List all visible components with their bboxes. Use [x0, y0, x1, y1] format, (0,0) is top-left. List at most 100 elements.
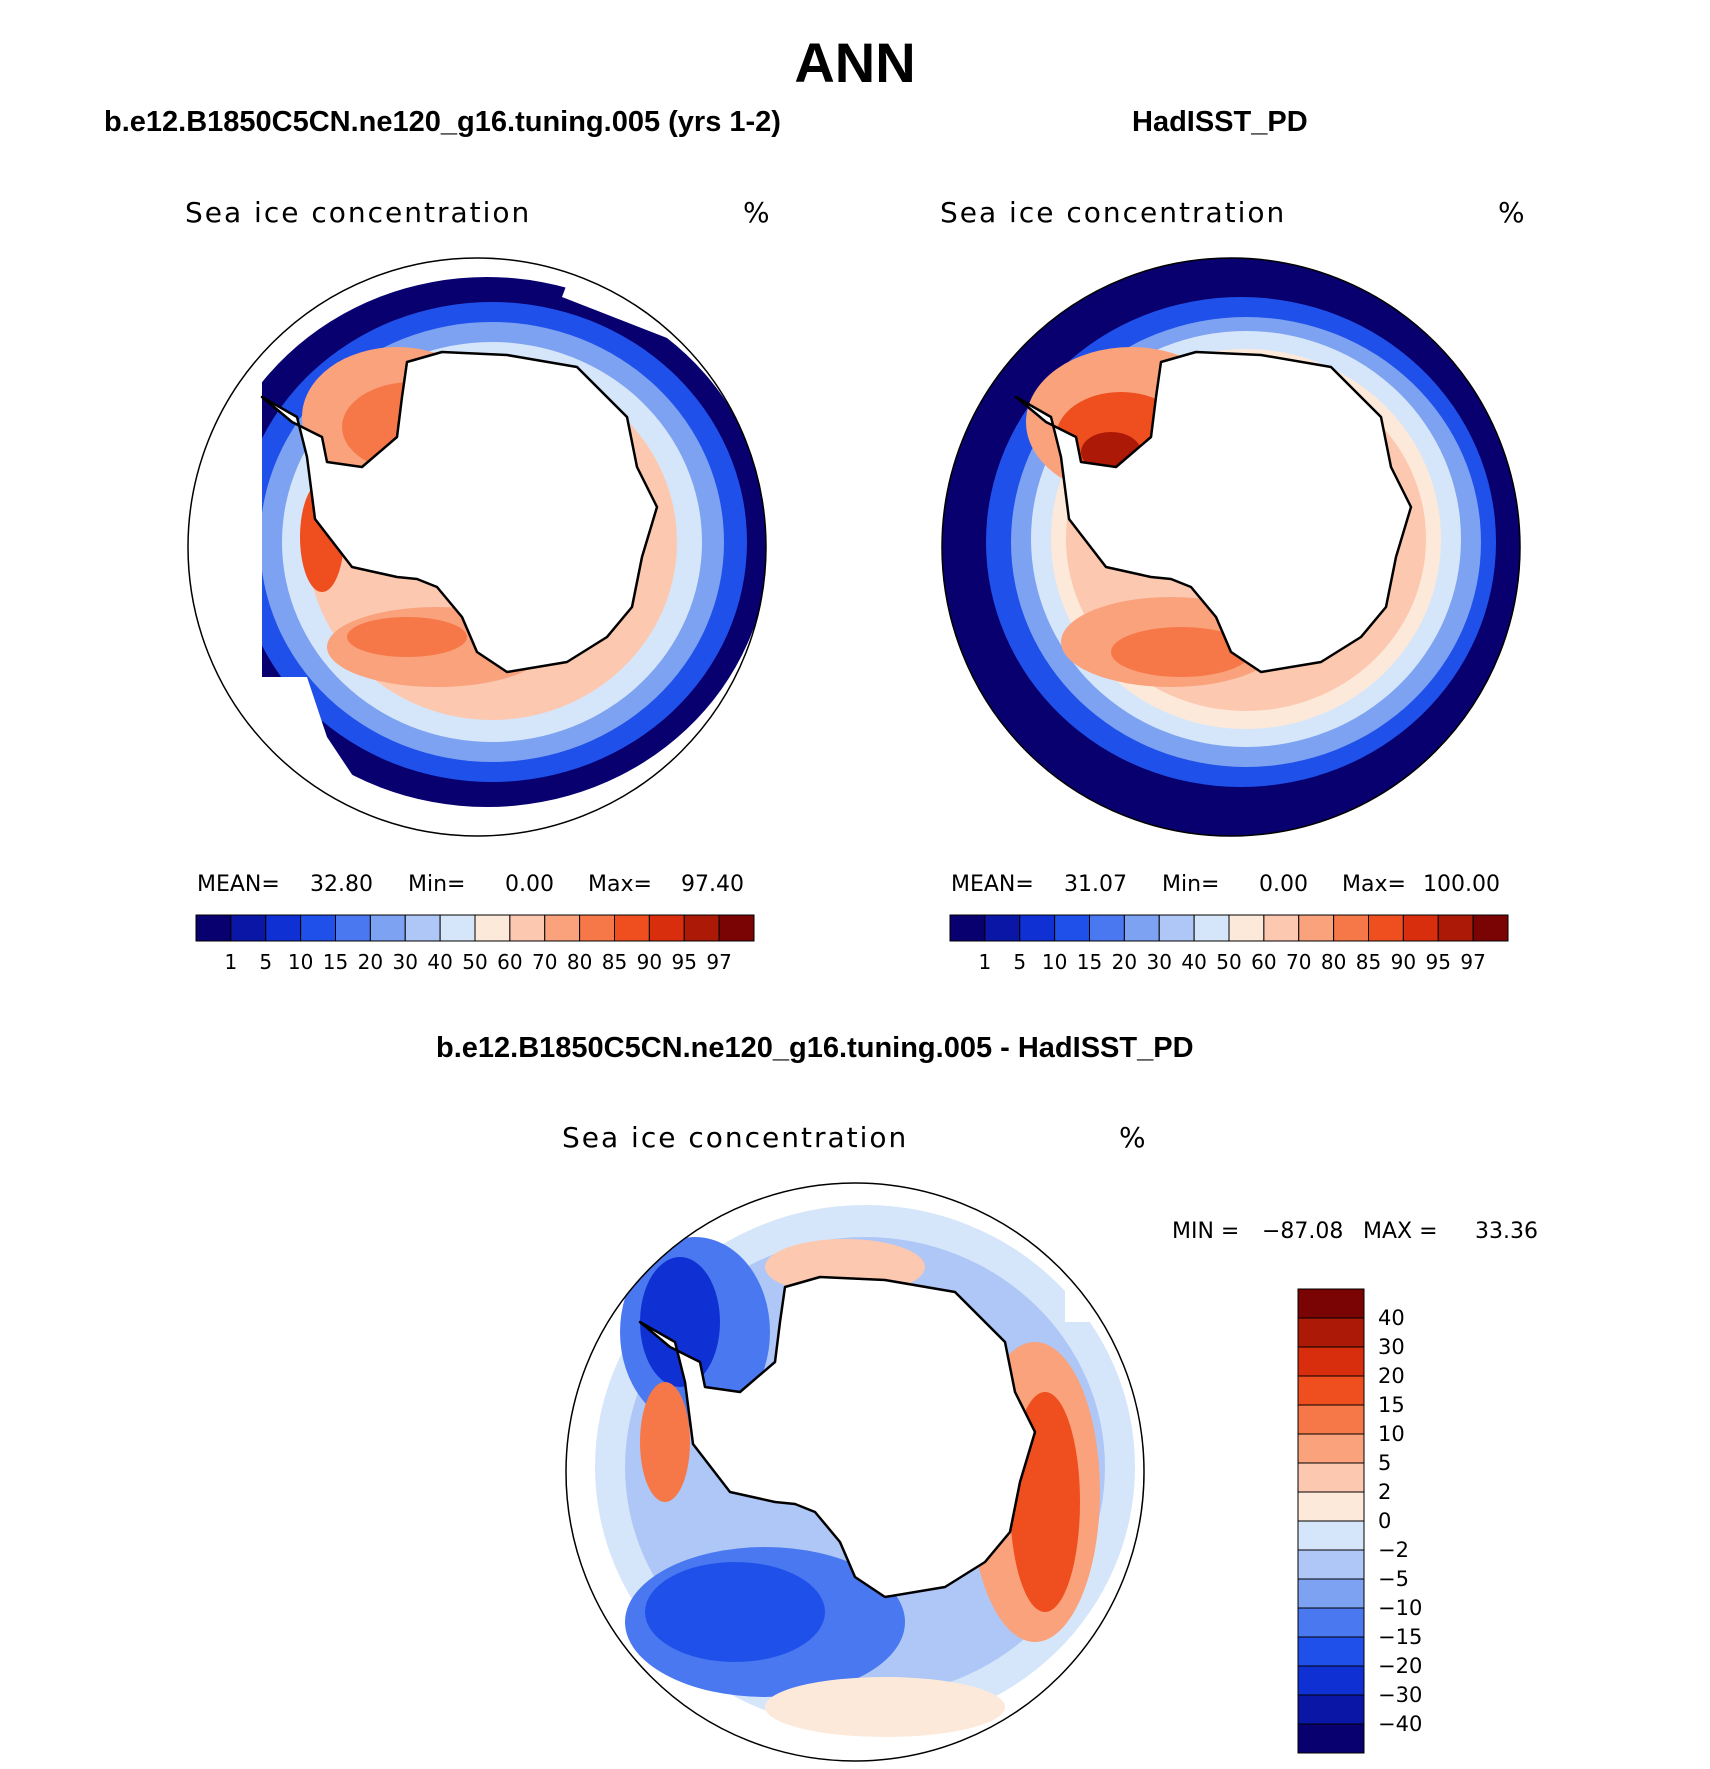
panel1-colorbar-swatch	[544, 914, 581, 942]
panel1-colorbar-swatch	[439, 914, 476, 942]
panel2-colorbar-tick-label: 80	[1321, 950, 1346, 974]
panel1-colorbar-swatch	[614, 914, 650, 942]
panel2-colorbar-swatch	[1089, 914, 1125, 942]
panel3-colorbar-tick-label: −40	[1378, 1712, 1422, 1736]
panel2-mean-label: MEAN=	[951, 872, 1034, 897]
panel2-colorbar-swatch	[1437, 914, 1474, 942]
panel2-colorbar-tick-label: 10	[1042, 950, 1067, 974]
panel3-max-label: MAX =	[1363, 1219, 1438, 1244]
panel1-min-value: 0.00	[505, 872, 554, 897]
panel3-colorbar-tick-label: 20	[1378, 1364, 1405, 1388]
panel2-colorbar-swatch	[1402, 914, 1439, 942]
panel3-colorbar-swatch	[1297, 1346, 1365, 1377]
panel2-colorbar-swatch	[1054, 914, 1090, 942]
panel3-variable-label: Sea ice concentration	[562, 1121, 909, 1154]
figure-title: ANN	[794, 31, 916, 94]
panel1-colorbar-tick-label: 50	[462, 950, 487, 974]
panel2-colorbar-swatch	[1368, 914, 1404, 942]
panel2-colorbar-tick-label: 40	[1181, 950, 1206, 974]
panel2-colorbar-swatch	[1228, 914, 1265, 942]
panel2-mean-value: 31.07	[1064, 872, 1127, 897]
panel3-title: b.e12.B1850C5CN.ne120_g16.tuning.005 - H…	[436, 1032, 1194, 1064]
panel3-colorbar-tick-label: 5	[1378, 1451, 1391, 1475]
panel1-colorbar-tick-label: 5	[259, 950, 272, 974]
panel3-colorbar-swatch	[1297, 1433, 1365, 1464]
antarctica-coastline	[260, 350, 659, 674]
panel3-colorbar-swatch	[1297, 1636, 1365, 1667]
panel3-colorbar-tick-label: 0	[1378, 1509, 1391, 1533]
panel3-colorbar-swatch	[1297, 1694, 1365, 1725]
panel1-colorbar-tick-label: 90	[637, 950, 662, 974]
panel1-units-label: %	[743, 196, 772, 229]
panel2-colorbar-tick-label: 50	[1216, 950, 1241, 974]
panel3-colorbar-tick-label: 30	[1378, 1335, 1405, 1359]
panel1-colorbar-swatch	[230, 914, 267, 942]
panel1-colorbar-tick-label: 80	[567, 950, 592, 974]
panel3-colorbar-swatch	[1297, 1317, 1365, 1348]
panel1-colorbar-tick-label: 20	[358, 950, 383, 974]
panel3-colorbar-tick-label: −15	[1378, 1625, 1422, 1649]
panel1-colorbar-tick-label: 10	[288, 950, 313, 974]
panel2-title: HadISST_PD	[1132, 106, 1308, 138]
south-near-zero	[765, 1677, 1005, 1737]
panel3-max-value: 33.36	[1475, 1219, 1538, 1244]
panel1-colorbar-swatch	[718, 914, 755, 942]
antarctica-coastline	[1014, 350, 1413, 674]
panel2-variable-label: Sea ice concentration	[940, 196, 1287, 229]
panel2-colorbar-swatch	[1333, 914, 1369, 942]
panel2-min-label: Min=	[1162, 872, 1220, 897]
panel1-colorbar-swatch	[509, 914, 546, 942]
panel2-colorbar-swatch	[1193, 914, 1230, 942]
panel1-variable-label: Sea ice concentration	[185, 196, 532, 229]
panel2-colorbar-swatch	[1263, 914, 1300, 942]
panel3-colorbar-swatch	[1297, 1723, 1365, 1754]
panel3-colorbar-swatch	[1297, 1462, 1365, 1493]
ross-sea-ice-core	[347, 617, 467, 657]
panel3-colorbar-swatch	[1297, 1288, 1365, 1319]
panel2-colorbar-tick-label: 85	[1356, 950, 1381, 974]
panel2-colorbar-swatch	[1123, 914, 1160, 942]
panel1-colorbar-swatch	[683, 914, 720, 942]
panel2-min-value: 0.00	[1259, 872, 1308, 897]
panel1-colorbar-tick-label: 85	[602, 950, 627, 974]
panel1-colorbar-tick-label: 95	[672, 950, 697, 974]
antarctica-coastline	[638, 1275, 1037, 1599]
panel1-colorbar-swatch	[335, 914, 371, 942]
panel1-colorbar-swatch	[404, 914, 441, 942]
panel3-colorbar-tick-label: 40	[1378, 1306, 1405, 1330]
panel1-colorbar-swatch	[195, 914, 232, 942]
panel3-units-label: %	[1119, 1121, 1148, 1154]
panel3-polar-map	[565, 1182, 1145, 1762]
panel3-colorbar-swatch	[1297, 1375, 1365, 1406]
panel2-polar-map	[941, 257, 1521, 837]
panel2-max-value: 100.00	[1423, 872, 1500, 897]
panel1-max-value: 97.40	[681, 872, 744, 897]
panel2-colorbar-swatch	[949, 914, 986, 942]
panel1-colorbar-tick-label: 70	[532, 950, 557, 974]
panel3-colorbar-swatch	[1297, 1491, 1365, 1522]
panel2-units-label: %	[1498, 196, 1527, 229]
panel1-colorbar-swatch	[648, 914, 685, 942]
panel3-min-value: −87.08	[1262, 1219, 1344, 1244]
panel1-colorbar-swatch	[369, 914, 406, 942]
panel3-colorbar-tick-label: −30	[1378, 1683, 1422, 1707]
panel3-colorbar-swatch	[1297, 1520, 1365, 1551]
panel1-colorbar-swatch	[579, 914, 615, 942]
panel1-mean-value: 32.80	[310, 872, 373, 897]
panel1-title: b.e12.B1850C5CN.ne120_g16.tuning.005 (yr…	[104, 106, 781, 138]
panel3-colorbar-tick-label: 10	[1378, 1422, 1405, 1446]
panel2-max-label: Max=	[1342, 872, 1406, 897]
peninsula-positive	[640, 1382, 690, 1502]
panel2-colorbar-swatch	[984, 914, 1021, 942]
panel2-colorbar-tick-label: 70	[1286, 950, 1311, 974]
panel1-colorbar-tick-label: 60	[497, 950, 522, 974]
panel1-max-label: Max=	[588, 872, 652, 897]
panel3-colorbar-swatch	[1297, 1607, 1365, 1638]
panel2-colorbar-tick-label: 97	[1460, 950, 1485, 974]
panel2-colorbar-tick-label: 5	[1013, 950, 1026, 974]
panel2-colorbar-tick-label: 20	[1112, 950, 1137, 974]
panel2-colorbar-swatch	[1158, 914, 1195, 942]
panel2-colorbar-tick-label: 30	[1147, 950, 1172, 974]
panel1-colorbar-tick-label: 1	[225, 950, 238, 974]
